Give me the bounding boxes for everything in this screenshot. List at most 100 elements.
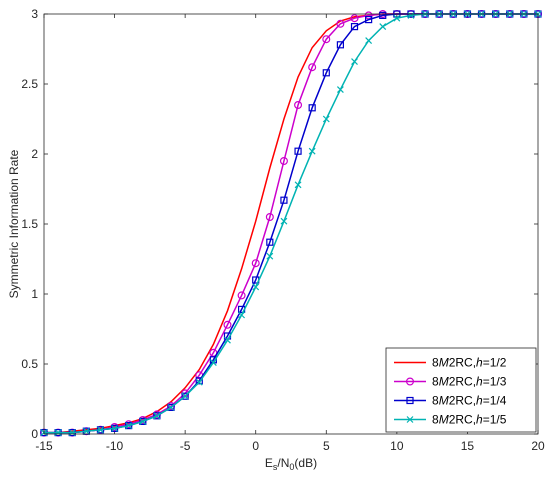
- series-4-point: [407, 11, 415, 19]
- legend-label-part: M: [439, 375, 449, 389]
- series-2-point: [336, 19, 345, 28]
- series-2-point: [350, 14, 359, 23]
- x-tick-label: 10: [390, 439, 404, 453]
- series-4-point: [167, 403, 175, 411]
- series-3-point: [280, 196, 288, 204]
- x-tick-label: -5: [180, 439, 191, 453]
- series-4-point: [238, 311, 246, 319]
- series-3-point: [294, 147, 302, 155]
- legend-entry-label: 8M2RC,h=1/5: [432, 413, 507, 427]
- y-tick-label: 1: [31, 287, 38, 301]
- legend-label-part: 2RC,: [449, 375, 476, 389]
- legend-entry-label: 8M2RC,h=1/2: [432, 356, 507, 370]
- series-4-point: [224, 336, 231, 344]
- legend-label-part: 8: [432, 375, 439, 389]
- series-4-point: [365, 37, 373, 45]
- legend-swatch-marker: [406, 396, 414, 405]
- x-axis-title-sub2: 0: [289, 462, 294, 472]
- y-tick-label: 3: [31, 7, 38, 21]
- ticks-layer: -15 -10 -5 0 5 10 15 20 0 0.5 1 1.5 2 2.5 3: [21, 7, 545, 453]
- legend-label-part: =1/2: [483, 356, 507, 370]
- series-4-point: [97, 426, 104, 434]
- x-axis-title-mid: /N: [277, 456, 289, 470]
- legend-label-part: M: [439, 356, 449, 370]
- series-4-point: [252, 283, 260, 291]
- legend-label-part: =1/5: [483, 413, 507, 427]
- series-2-point: [251, 259, 260, 268]
- legend-swatch-marker: [406, 416, 414, 423]
- legend: 8M2RC,h=1/28M2RC,h=1/38M2RC,h=1/48M2RC,h…: [385, 347, 537, 433]
- x-axis-title-tail: (dB): [294, 456, 317, 470]
- series-4-point: [266, 252, 274, 260]
- series-4-point: [351, 58, 358, 66]
- legend-label-part: h: [476, 413, 483, 427]
- series-3-point: [266, 238, 274, 246]
- series-3-point: [336, 41, 344, 49]
- series-4-point: [379, 23, 387, 31]
- series-4-point: [181, 392, 189, 400]
- series-4-point: [308, 147, 316, 155]
- legend-label-part: =1/4: [483, 394, 507, 408]
- series-4-point: [153, 412, 161, 420]
- series-4-point: [322, 115, 330, 123]
- series-4-point: [111, 424, 118, 432]
- x-tick-label: 20: [531, 439, 545, 453]
- legend-label-part: 2RC,: [449, 356, 476, 370]
- legend-label-part: 8: [432, 356, 439, 370]
- legend-label-part: h: [476, 375, 483, 389]
- legend-label-part: h: [476, 356, 483, 370]
- series-2-point: [265, 213, 274, 222]
- y-tick-label: 2.5: [21, 77, 38, 91]
- series-2-point: [223, 320, 232, 329]
- y-tick-label: 1.5: [21, 217, 38, 231]
- legend-label-part: =1/3: [483, 375, 507, 389]
- series-3-point: [308, 104, 316, 112]
- series-2-point: [279, 157, 288, 166]
- series-3-point: [181, 392, 189, 400]
- series-4-point: [393, 14, 401, 22]
- series-4-point: [195, 378, 203, 386]
- series-3-point: [167, 403, 175, 411]
- legend-swatch-marker: [406, 377, 415, 386]
- series-2-point: [308, 63, 317, 72]
- legend-label-part: 2RC,: [449, 394, 476, 408]
- x-tick-label: 15: [461, 439, 475, 453]
- legend-label-part: M: [439, 413, 449, 427]
- series-2-point: [322, 35, 331, 44]
- legend-entry-label: 8M2RC,h=1/4: [432, 394, 507, 408]
- series-4-point: [280, 217, 288, 225]
- y-tick-label: 0: [31, 427, 38, 441]
- series-4-point: [82, 427, 90, 435]
- x-tick-label: 5: [323, 439, 330, 453]
- x-axis-title-main: E: [265, 456, 273, 470]
- series-3-point: [153, 412, 161, 420]
- x-axis-title: Es/N0(dB): [265, 456, 317, 472]
- y-tick-label: 2: [31, 147, 38, 161]
- series-2-point: [364, 11, 373, 20]
- x-tick-label: 0: [252, 439, 259, 453]
- series-4-point: [54, 429, 62, 437]
- series-4-point: [68, 429, 76, 437]
- y-axis-title: Symmetric Information Rate: [7, 149, 21, 298]
- series-4-point: [294, 181, 302, 189]
- series-3-point: [379, 11, 387, 19]
- legend-label-part: M: [439, 394, 449, 408]
- series-4-point: [139, 417, 147, 425]
- series-3-point: [350, 23, 359, 31]
- legend-entry-label: 8M2RC,h=1/3: [432, 375, 507, 389]
- series-4-point: [125, 422, 133, 430]
- plot-frame: [43, 13, 539, 435]
- x-axis-title-sub1: s: [273, 462, 278, 472]
- series-3-point: [322, 69, 330, 77]
- series-3-point: [139, 417, 147, 425]
- series-2-point: [294, 100, 303, 109]
- legend-label-part: h: [476, 394, 483, 408]
- legend-label-part: 2RC,: [449, 413, 476, 427]
- series-2-point: [237, 291, 246, 300]
- x-tick-label: -15: [35, 439, 53, 453]
- y-tick-label: 0.5: [21, 357, 38, 371]
- legend-label-part: 8: [432, 413, 439, 427]
- series-4-point: [209, 359, 217, 367]
